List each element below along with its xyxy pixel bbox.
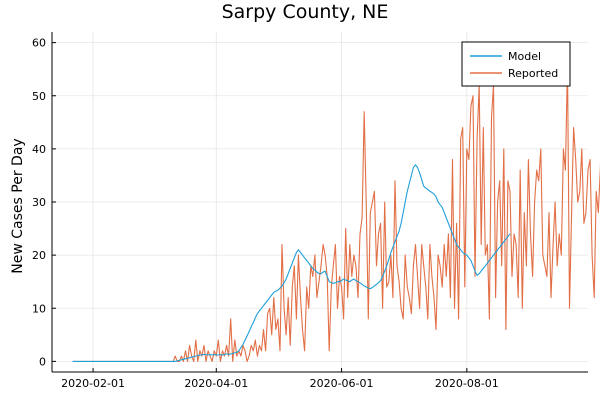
y-tick-label: 60: [32, 37, 46, 50]
y-tick-label: 20: [32, 249, 46, 262]
series-line-reported: [72, 63, 600, 362]
chart-title: Sarpy County, NE: [222, 1, 389, 23]
x-tick-label: 2020-08-01: [435, 377, 499, 390]
x-tick-label: 2020-02-01: [61, 377, 125, 390]
series-line-model: [72, 164, 511, 362]
legend-label-reported: Reported: [508, 67, 558, 80]
legend: Model Reported: [461, 41, 571, 87]
y-tick-label: 40: [32, 143, 46, 156]
x-tick-label: 2020-04-01: [184, 377, 248, 390]
legend-label-model: Model: [508, 50, 541, 63]
y-axis-label: New Cases Per Day: [10, 138, 26, 273]
x-tick-label: 2020-06-01: [310, 377, 374, 390]
series-layer: [72, 63, 600, 362]
y-tick-label: 50: [32, 90, 46, 103]
legend-box: [461, 41, 571, 87]
y-tick-label: 10: [32, 302, 46, 315]
y-tick-label: 0: [39, 355, 46, 368]
y-tick-label: 30: [32, 196, 46, 209]
axes: 2020-02-01 2020-04-01 2020-06-01 2020-08-01…: [32, 32, 588, 390]
